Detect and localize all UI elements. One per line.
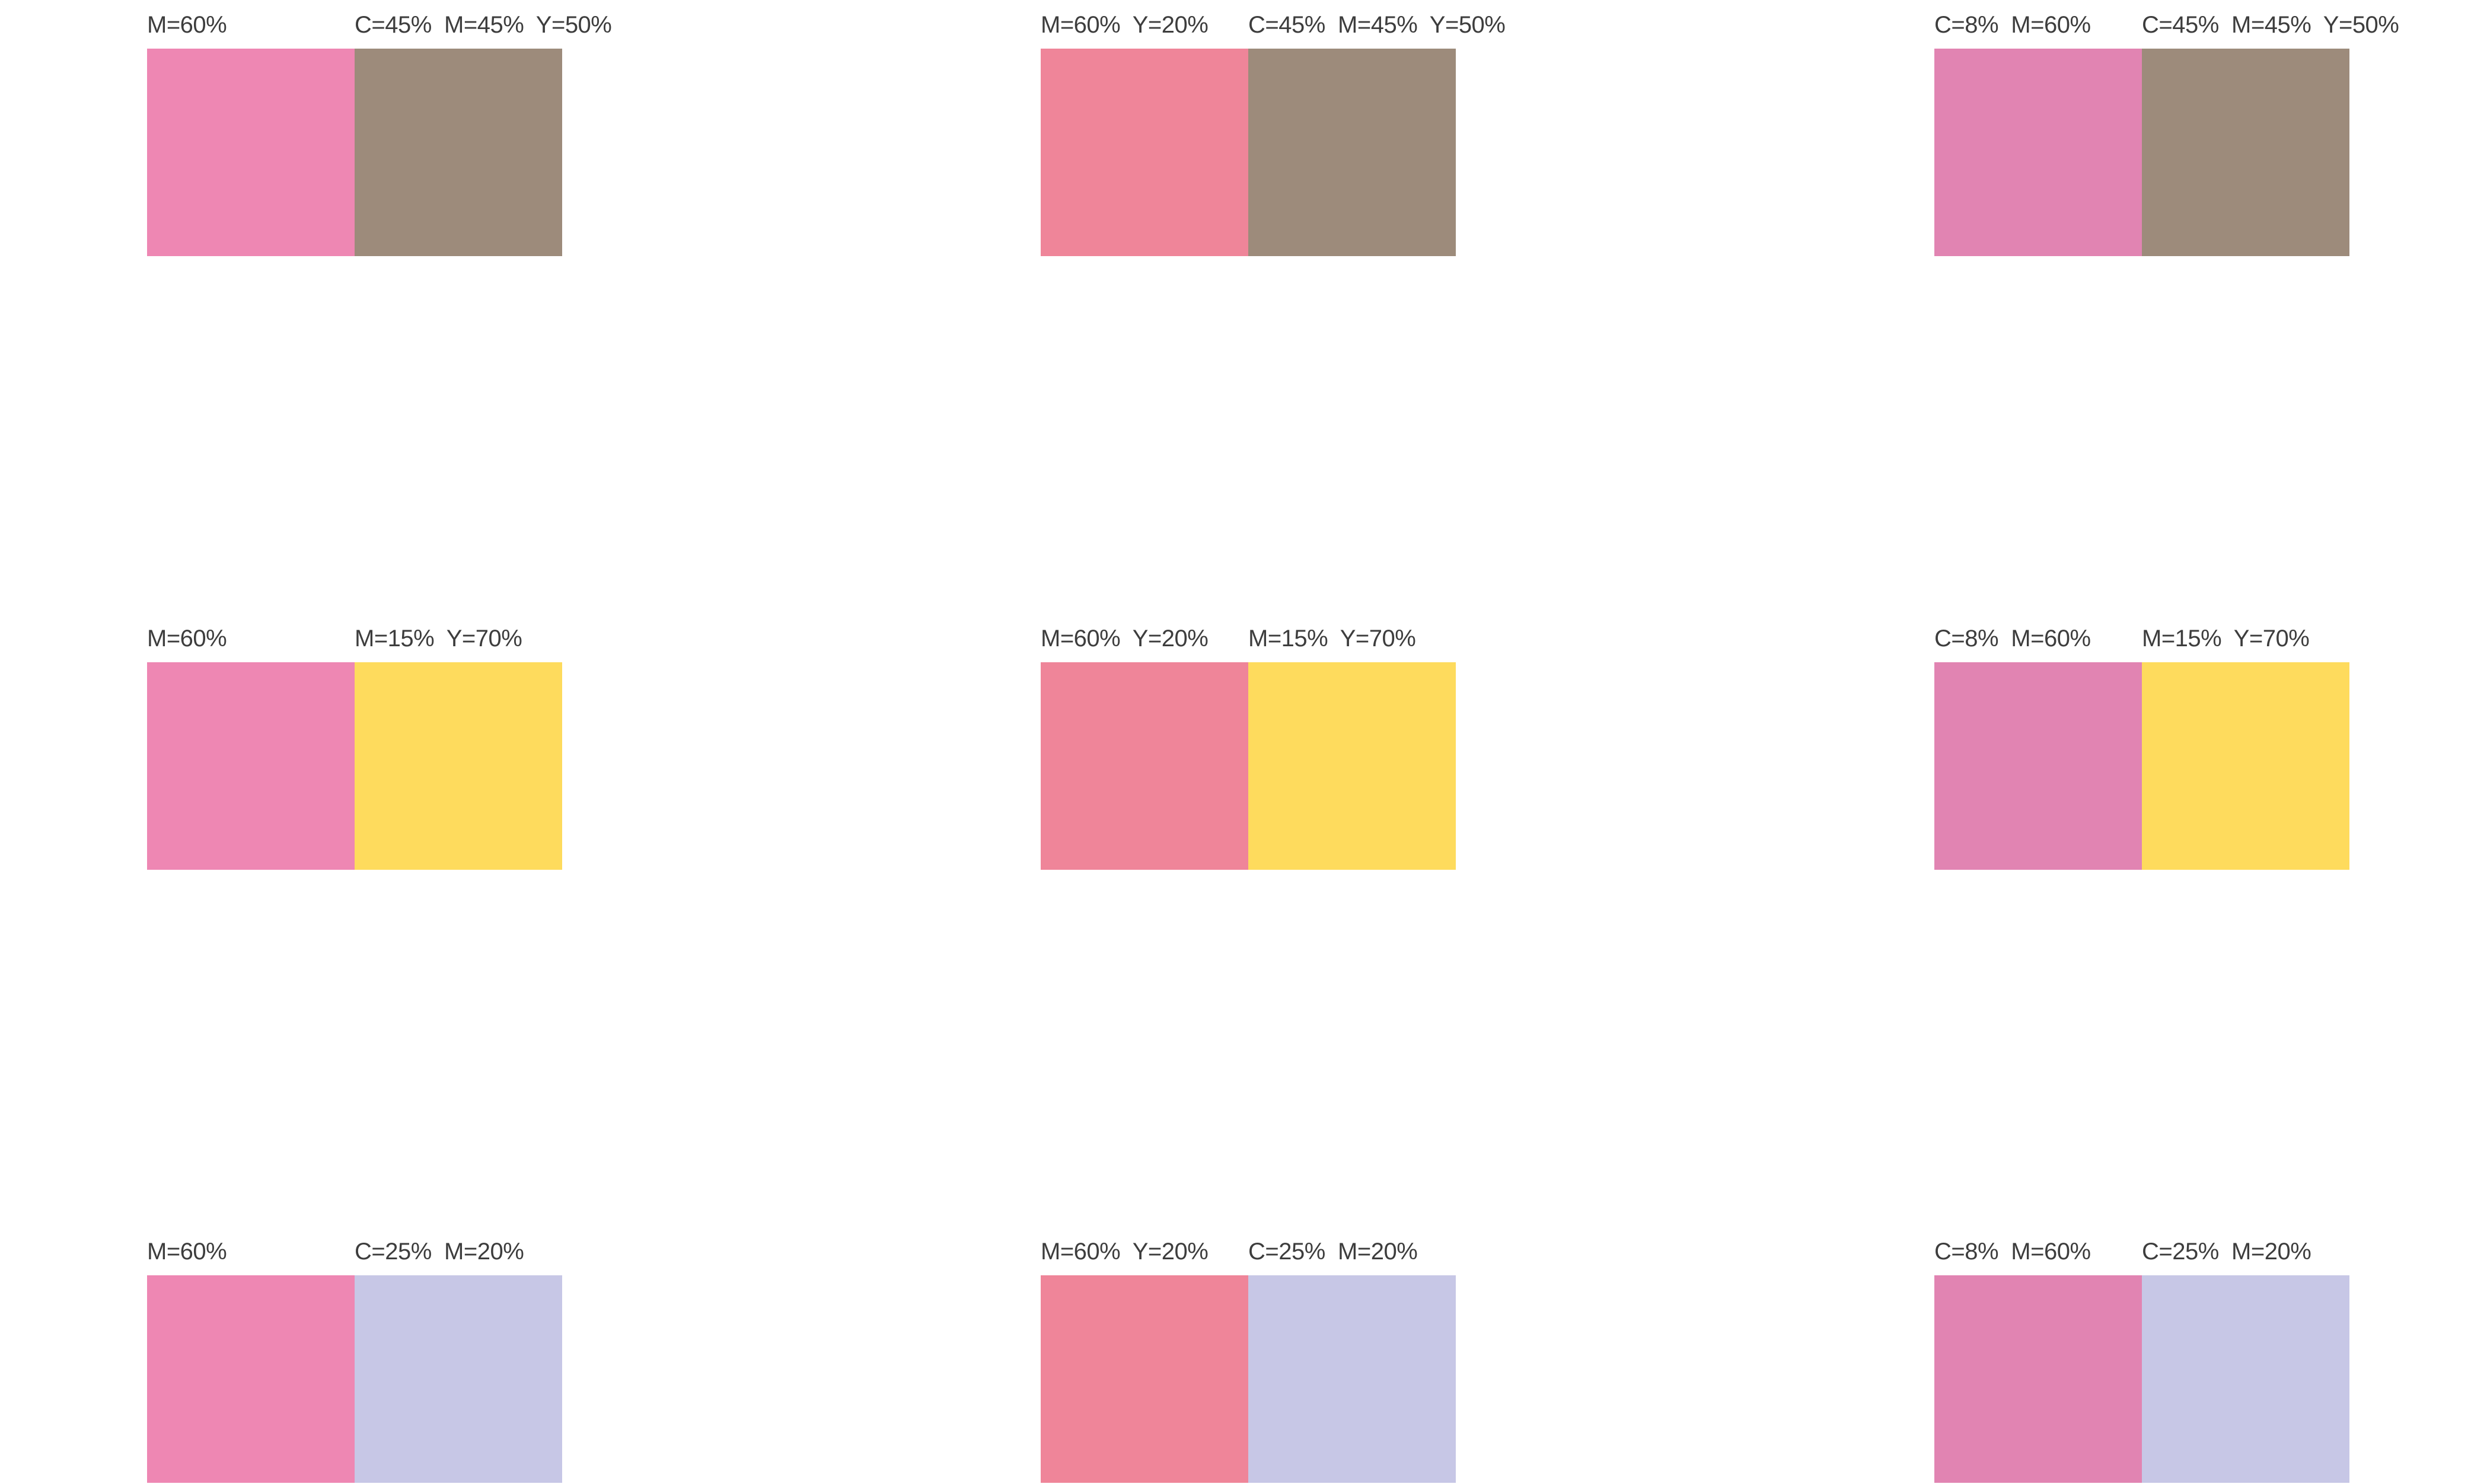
swatch-block-left: M=60% (147, 614, 355, 870)
cmyk-label: C=45% M=45% Y=50% (2142, 12, 2399, 38)
color-swatch (355, 49, 562, 256)
color-pair-5: M=60% Y=20% M=15% Y=70% (1041, 614, 1456, 870)
color-pair-7: M=60% C=25% M=20% (147, 1227, 562, 1483)
color-swatch (1248, 49, 1456, 256)
cmyk-label: M=60% (147, 12, 227, 38)
cmyk-label: C=8% M=60% (1934, 1239, 2091, 1265)
color-pair-6: C=8% M=60% M=15% Y=70% (1934, 614, 2349, 870)
cmyk-label: M=15% Y=70% (355, 625, 522, 652)
swatch-block-right: C=25% M=20% (355, 1227, 562, 1483)
cmyk-label: M=60% Y=20% (1041, 1239, 1209, 1265)
color-swatch (2142, 49, 2349, 256)
swatch-block-right: C=45% M=45% Y=50% (2142, 0, 2399, 256)
swatch-block-left: M=60% (147, 1227, 355, 1483)
cmyk-label: C=25% M=20% (2142, 1239, 2311, 1265)
color-swatch (1041, 662, 1248, 870)
cmyk-label: M=60% (147, 625, 227, 652)
color-swatch (355, 1275, 562, 1483)
swatch-block-left: M=60% Y=20% (1041, 1227, 1248, 1483)
cmyk-label: C=45% M=45% Y=50% (355, 12, 612, 38)
color-swatch (1041, 1275, 1248, 1483)
cmyk-label: C=8% M=60% (1934, 12, 2091, 38)
cmyk-label: M=60% Y=20% (1041, 12, 1209, 38)
color-pair-4: M=60% M=15% Y=70% (147, 614, 562, 870)
swatch-block-left: M=60% Y=20% (1041, 614, 1248, 870)
cmyk-label: M=60% Y=20% (1041, 625, 1209, 652)
color-pair-2: M=60% Y=20% C=45% M=45% Y=50% (1041, 0, 1506, 256)
swatch-block-left: C=8% M=60% (1934, 0, 2142, 256)
swatch-block-right: C=25% M=20% (2142, 1227, 2349, 1483)
color-swatch (2142, 1275, 2349, 1483)
swatch-block-right: C=45% M=45% Y=50% (1248, 0, 1506, 256)
color-pair-9: C=8% M=60% C=25% M=20% (1934, 1227, 2349, 1483)
color-swatch (147, 1275, 355, 1483)
swatch-block-left: M=60% Y=20% (1041, 0, 1248, 256)
color-swatch (147, 49, 355, 256)
cmyk-label: M=15% Y=70% (2142, 625, 2310, 652)
swatch-block-right: C=25% M=20% (1248, 1227, 1456, 1483)
swatch-block-left: C=8% M=60% (1934, 1227, 2142, 1483)
swatch-block-left: C=8% M=60% (1934, 614, 2142, 870)
color-swatch (1041, 49, 1248, 256)
color-pair-3: C=8% M=60% C=45% M=45% Y=50% (1934, 0, 2399, 256)
color-swatch (1934, 49, 2142, 256)
color-swatch (147, 662, 355, 870)
cmyk-label: C=25% M=20% (355, 1239, 524, 1265)
color-swatch (1248, 1275, 1456, 1483)
swatch-block-left: M=60% (147, 0, 355, 256)
cmyk-label: C=45% M=45% Y=50% (1248, 12, 1506, 38)
color-swatch (355, 662, 562, 870)
cmyk-label: C=25% M=20% (1248, 1239, 1418, 1265)
swatch-block-right: C=45% M=45% Y=50% (355, 0, 612, 256)
cmyk-label: C=8% M=60% (1934, 625, 2091, 652)
color-swatch (2142, 662, 2349, 870)
color-swatch (1248, 662, 1456, 870)
color-swatch (1934, 662, 2142, 870)
color-swatch (1934, 1275, 2142, 1483)
cmyk-label: M=60% (147, 1239, 227, 1265)
cmyk-label: M=15% Y=70% (1248, 625, 1416, 652)
swatch-block-right: M=15% Y=70% (1248, 614, 1456, 870)
color-pair-8: M=60% Y=20% C=25% M=20% (1041, 1227, 1456, 1483)
swatch-block-right: M=15% Y=70% (2142, 614, 2349, 870)
color-pair-1: M=60% C=45% M=45% Y=50% (147, 0, 612, 256)
swatch-block-right: M=15% Y=70% (355, 614, 562, 870)
